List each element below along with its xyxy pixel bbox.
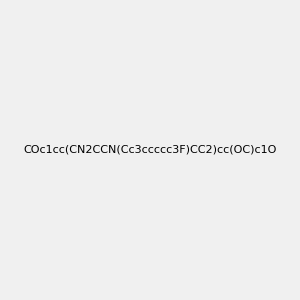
Text: COc1cc(CN2CCN(Cc3ccccc3F)CC2)cc(OC)c1O: COc1cc(CN2CCN(Cc3ccccc3F)CC2)cc(OC)c1O [23,145,277,155]
